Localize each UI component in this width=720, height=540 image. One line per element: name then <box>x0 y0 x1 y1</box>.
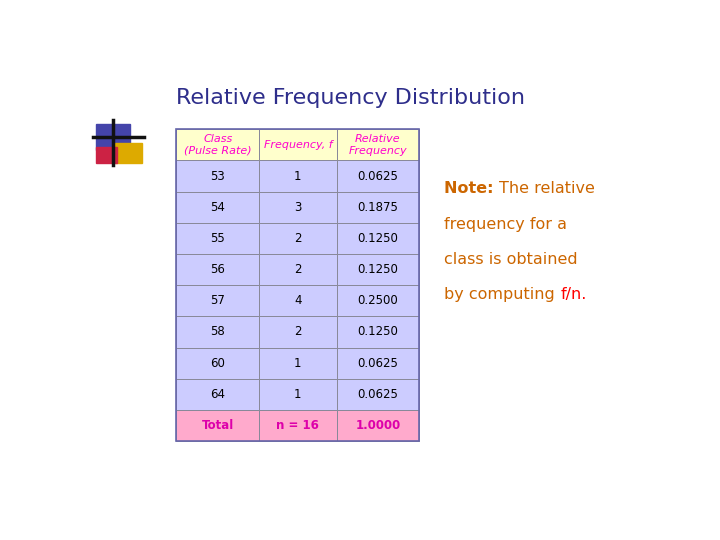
Bar <box>337 192 419 223</box>
Text: Relative Frequency Distribution: Relative Frequency Distribution <box>176 87 526 107</box>
Bar <box>115 143 142 163</box>
Text: Note:: Note: <box>444 181 500 196</box>
Text: Total: Total <box>202 419 234 432</box>
Text: 2: 2 <box>294 263 302 276</box>
Bar <box>337 379 419 410</box>
Text: 0.0625: 0.0625 <box>358 170 398 183</box>
Bar <box>176 129 419 441</box>
Text: 4: 4 <box>294 294 302 307</box>
Text: 0.2500: 0.2500 <box>358 294 398 307</box>
Bar <box>259 192 337 223</box>
Text: Frequency, f: Frequency, f <box>264 140 332 150</box>
Text: 0.1250: 0.1250 <box>358 263 398 276</box>
Bar <box>176 223 259 254</box>
Bar <box>259 285 337 316</box>
Bar <box>259 254 337 285</box>
Text: f/n.: f/n. <box>560 287 587 302</box>
Text: 0.0625: 0.0625 <box>358 356 398 370</box>
Bar <box>337 129 419 160</box>
Text: 2: 2 <box>294 326 302 339</box>
Text: Relative
Frequency: Relative Frequency <box>348 134 408 156</box>
Text: 57: 57 <box>210 294 225 307</box>
Text: The relative: The relative <box>500 181 595 196</box>
Bar <box>259 379 337 410</box>
Bar <box>96 147 117 163</box>
Text: 55: 55 <box>210 232 225 245</box>
Bar <box>337 316 419 348</box>
Text: 0.1250: 0.1250 <box>358 232 398 245</box>
Text: 58: 58 <box>210 326 225 339</box>
Bar <box>337 285 419 316</box>
Text: 0.1875: 0.1875 <box>358 201 398 214</box>
Text: Class
(Pulse Rate): Class (Pulse Rate) <box>184 134 251 156</box>
Text: 1: 1 <box>294 170 302 183</box>
Text: 2: 2 <box>294 232 302 245</box>
Text: 64: 64 <box>210 388 225 401</box>
Text: class is obtained: class is obtained <box>444 252 578 267</box>
Bar <box>259 410 337 441</box>
Bar <box>176 192 259 223</box>
Bar <box>259 160 337 192</box>
Bar <box>259 223 337 254</box>
Bar <box>176 348 259 379</box>
Bar <box>259 348 337 379</box>
Bar <box>337 254 419 285</box>
Bar <box>337 223 419 254</box>
Text: 0.0625: 0.0625 <box>358 388 398 401</box>
Text: 56: 56 <box>210 263 225 276</box>
Text: 53: 53 <box>210 170 225 183</box>
Bar <box>337 410 419 441</box>
Bar <box>176 160 259 192</box>
Bar <box>176 254 259 285</box>
Bar <box>96 124 130 150</box>
Bar <box>337 348 419 379</box>
Text: 1: 1 <box>294 388 302 401</box>
Bar <box>176 316 259 348</box>
Text: 1: 1 <box>294 356 302 370</box>
Bar <box>176 410 259 441</box>
Bar <box>337 160 419 192</box>
Text: 1.0000: 1.0000 <box>356 419 400 432</box>
Text: frequency for a: frequency for a <box>444 217 567 232</box>
Bar <box>259 316 337 348</box>
Text: 60: 60 <box>210 356 225 370</box>
Bar <box>176 129 259 160</box>
Bar <box>176 285 259 316</box>
Text: 54: 54 <box>210 201 225 214</box>
Bar <box>259 129 337 160</box>
Text: 0.1250: 0.1250 <box>358 326 398 339</box>
Bar <box>176 379 259 410</box>
Text: 3: 3 <box>294 201 302 214</box>
Text: by computing: by computing <box>444 287 560 302</box>
Text: n = 16: n = 16 <box>276 419 319 432</box>
